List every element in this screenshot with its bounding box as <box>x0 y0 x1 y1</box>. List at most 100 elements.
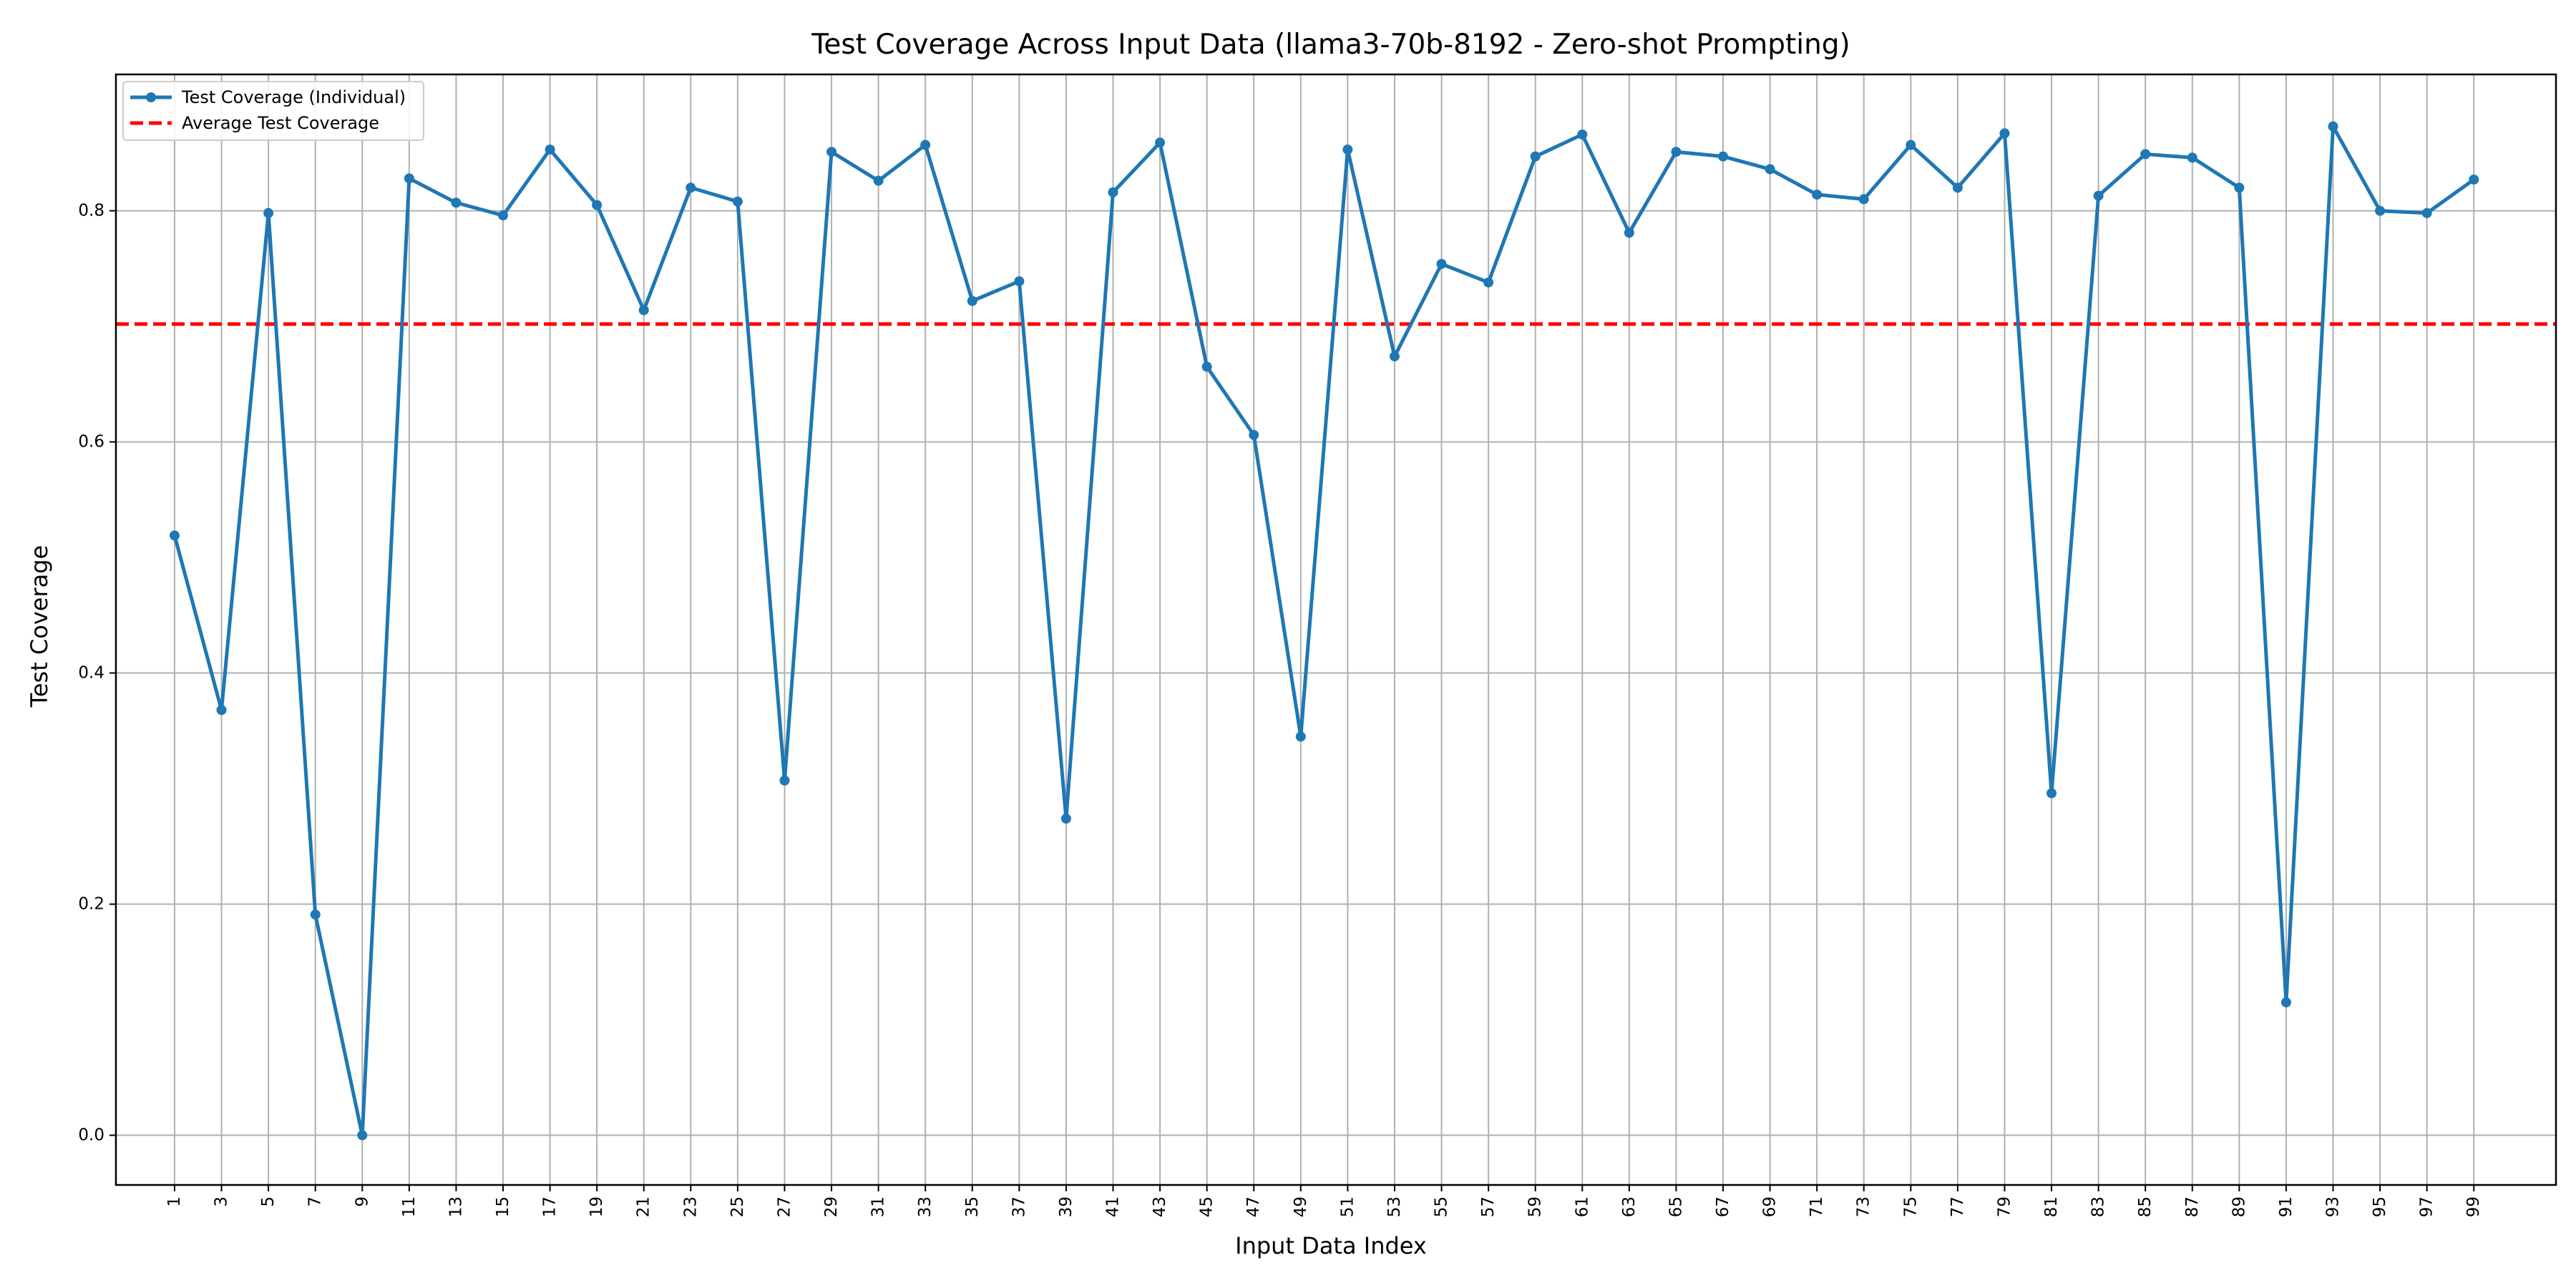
data-point <box>826 147 837 157</box>
data-point <box>1952 182 1963 193</box>
legend-box <box>122 81 424 141</box>
data-point <box>404 173 414 184</box>
data-point <box>1906 140 1916 150</box>
x-tick-label: 9 <box>353 1196 371 1207</box>
data-point <box>1858 194 1869 205</box>
x-tick-label: 77 <box>1948 1196 1967 1217</box>
data-point <box>2375 205 2386 216</box>
data-point <box>451 197 462 208</box>
y-tick-label: 0.4 <box>78 664 104 683</box>
data-point <box>2234 182 2245 193</box>
data-point <box>638 305 649 316</box>
x-tick-label: 55 <box>1433 1196 1451 1217</box>
x-tick-label: 29 <box>822 1196 841 1217</box>
plot-frame <box>114 73 2557 1186</box>
y-tick-label: 0.8 <box>78 202 104 220</box>
data-point <box>732 196 743 207</box>
x-tick-label: 75 <box>1901 1196 1920 1217</box>
x-axis-label: Input Data Index <box>1235 1232 1427 1259</box>
data-point <box>1060 814 1071 824</box>
x-tick-label: 35 <box>963 1196 982 1217</box>
data-point <box>2187 152 2197 163</box>
legend-label-individual: Test Coverage (Individual) <box>181 87 406 107</box>
x-tick-label: 59 <box>1526 1196 1545 1217</box>
data-point <box>2140 149 2151 160</box>
x-tick-label: 73 <box>1855 1196 1873 1217</box>
series-layer <box>169 121 2479 1141</box>
data-point <box>1249 429 1259 440</box>
data-point <box>1155 137 1166 148</box>
series-line <box>172 125 2475 1138</box>
x-tick-label: 51 <box>1338 1196 1357 1217</box>
x-tick-label: 23 <box>681 1196 700 1217</box>
x-tick-label: 97 <box>2418 1196 2436 1217</box>
data-point <box>1718 151 1729 162</box>
x-tick-label: 81 <box>2042 1196 2061 1217</box>
data-point <box>2328 121 2338 132</box>
data-point <box>1530 151 1541 162</box>
data-point <box>779 775 790 786</box>
x-tick-label: 3 <box>213 1196 231 1207</box>
data-point <box>873 175 884 186</box>
data-point <box>1201 361 1212 372</box>
data-point <box>1577 129 1588 140</box>
x-tick-label: 5 <box>259 1196 278 1207</box>
legend-marker-individual <box>146 92 156 102</box>
x-tick-label: 41 <box>1104 1196 1123 1217</box>
data-point <box>2046 788 2057 799</box>
x-tick-label: 71 <box>1807 1196 1826 1217</box>
data-point <box>1999 128 2010 139</box>
data-point <box>1108 187 1118 197</box>
x-tick-label: 99 <box>2464 1196 2483 1217</box>
x-tick-label: 39 <box>1057 1196 1075 1217</box>
legend-label-average: Average Test Coverage <box>182 113 379 133</box>
data-point <box>310 909 321 920</box>
data-point <box>1812 189 1823 200</box>
x-tick-label: 19 <box>587 1196 606 1217</box>
x-tick-label: 83 <box>2089 1196 2108 1217</box>
data-point <box>686 182 696 193</box>
y-axis: 0.0 0.2 0.4 0.6 0.8 <box>78 202 116 1145</box>
x-tick-label: 53 <box>1385 1196 1404 1217</box>
x-tick-label: 33 <box>916 1196 935 1217</box>
x-tick-label: 27 <box>775 1196 794 1217</box>
data-point <box>1671 147 1682 157</box>
data-point <box>2421 208 2432 218</box>
y-tick-label: 0.2 <box>78 895 104 914</box>
data-point <box>1014 276 1025 287</box>
x-axis: 1 3 5 7 9 11 13 15 17 19 21 23 25 27 29 31 33 35 37 39 41 43 4… <box>165 1185 2483 1217</box>
x-tick-label: 57 <box>1479 1196 1498 1217</box>
x-tick-label: 67 <box>1714 1196 1732 1217</box>
data-point <box>498 210 509 221</box>
data-point <box>1483 277 1494 288</box>
data-point <box>1436 258 1447 269</box>
x-tick-label: 93 <box>2324 1196 2343 1217</box>
data-point <box>2280 997 2291 1008</box>
x-tick-label: 79 <box>1995 1196 2014 1217</box>
data-point <box>1295 731 1306 742</box>
x-tick-label: 17 <box>541 1196 560 1217</box>
data-point <box>216 705 227 716</box>
x-tick-label: 95 <box>2371 1196 2389 1217</box>
y-axis-label: Test Coverage <box>26 545 53 708</box>
x-tick-label: 69 <box>1761 1196 1780 1217</box>
x-tick-label: 91 <box>2277 1196 2296 1217</box>
chart-title: Test Coverage Across Input Data (llama3-… <box>811 29 1850 61</box>
legend: Test Coverage (Individual) Average Test C… <box>122 81 424 141</box>
x-tick-label: 13 <box>447 1196 465 1217</box>
x-tick-label: 1 <box>165 1196 184 1207</box>
data-point <box>169 530 180 541</box>
x-tick-label: 65 <box>1667 1196 1685 1217</box>
data-point <box>1624 228 1634 238</box>
data-point <box>2469 174 2479 185</box>
x-tick-label: 43 <box>1151 1196 1169 1217</box>
x-tick-label: 87 <box>2183 1196 2202 1217</box>
x-tick-label: 7 <box>306 1196 325 1207</box>
data-point <box>1765 164 1775 175</box>
data-point <box>967 296 977 306</box>
x-tick-label: 49 <box>1292 1196 1310 1217</box>
x-tick-label: 61 <box>1573 1196 1591 1217</box>
data-point <box>263 208 274 218</box>
x-tick-label: 63 <box>1620 1196 1639 1217</box>
